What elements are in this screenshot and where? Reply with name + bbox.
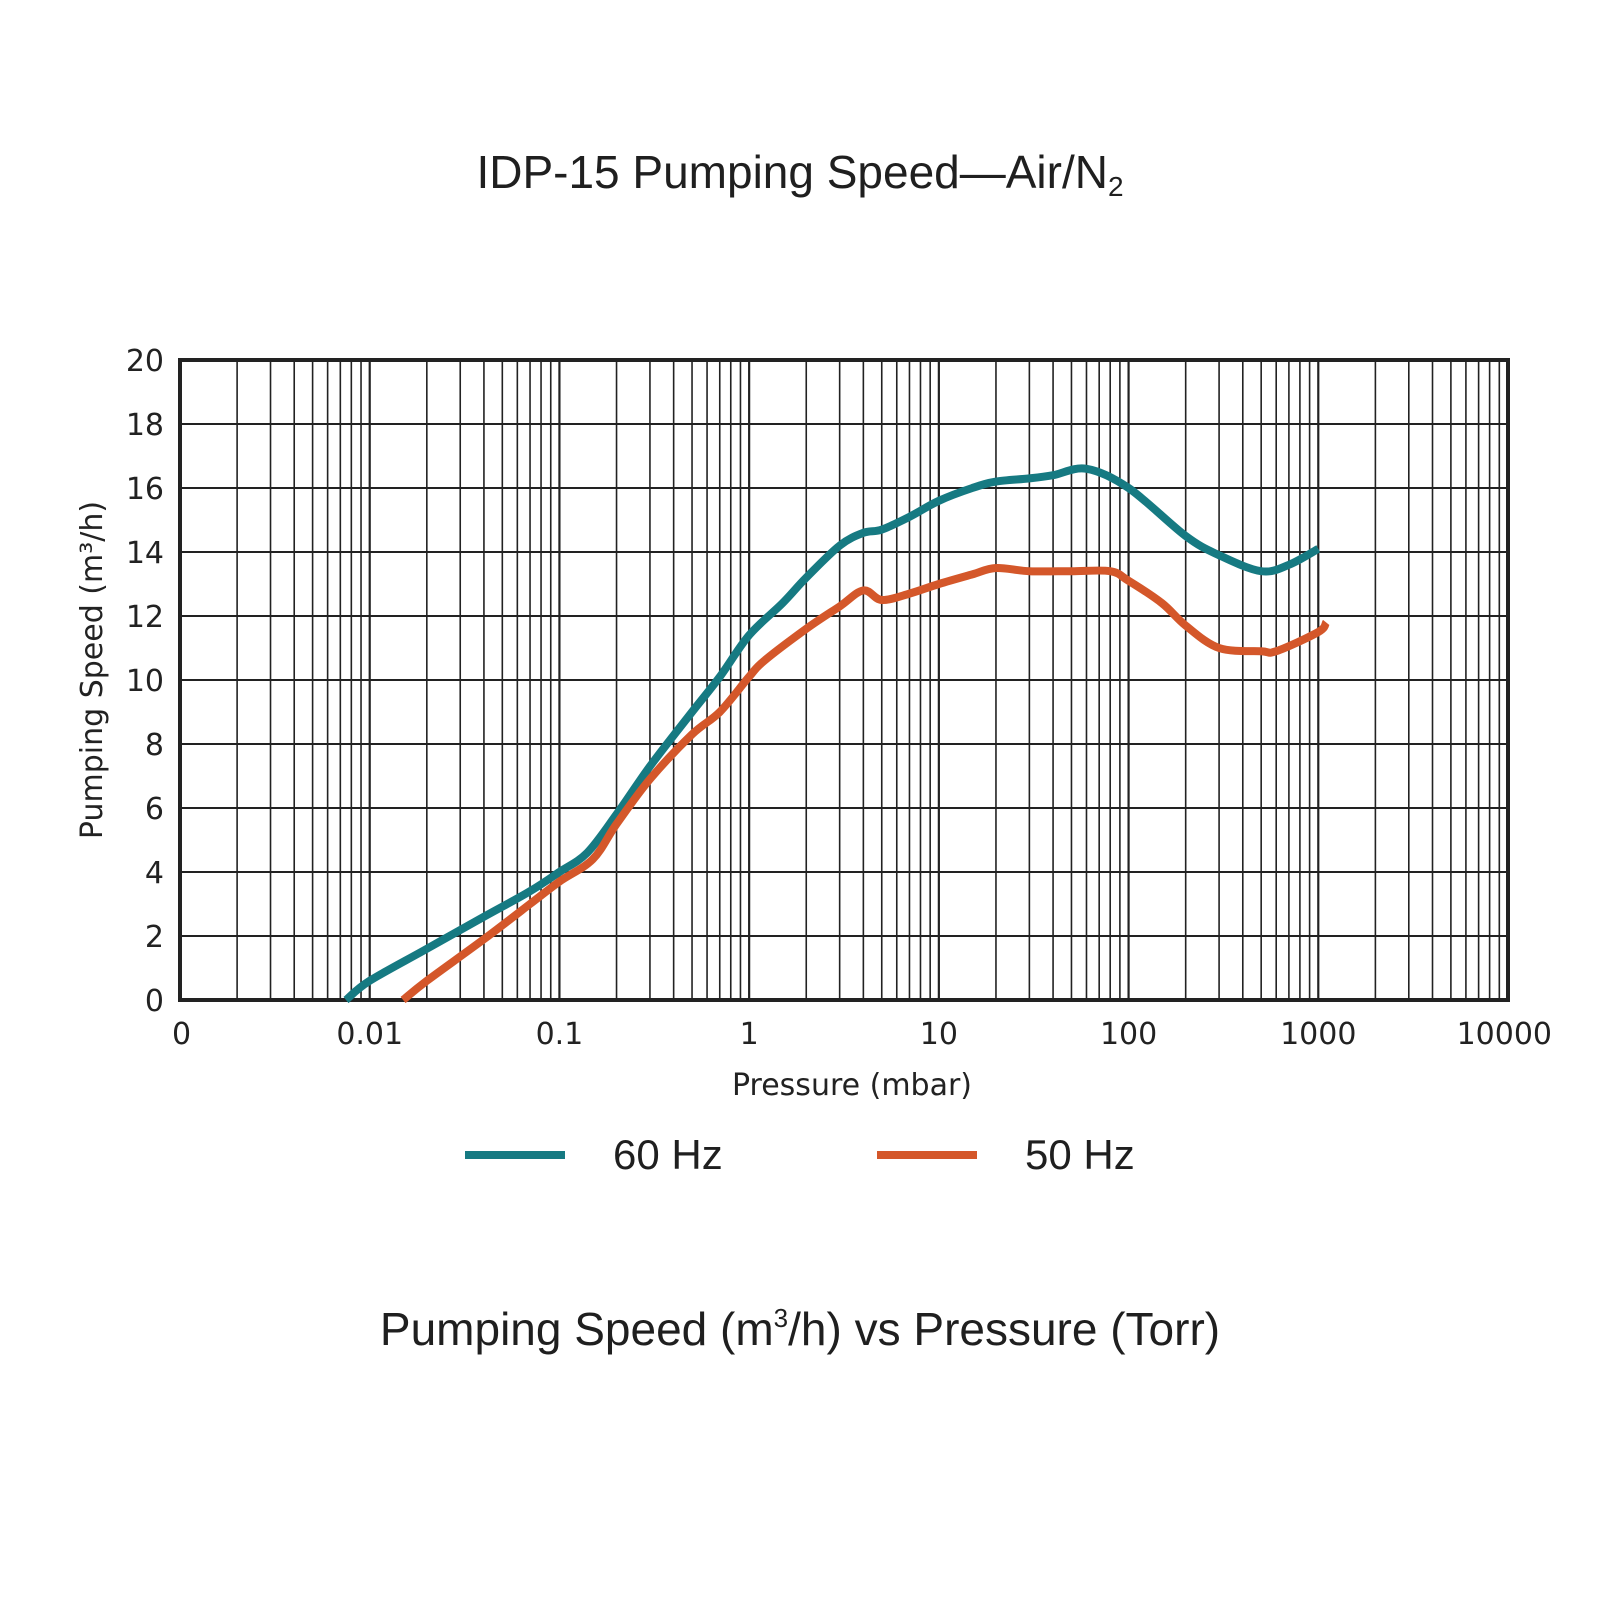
y-tick-label: 2 xyxy=(145,920,164,955)
legend-label-50hz: 50 Hz xyxy=(1025,1131,1135,1178)
y-tick-label: 16 xyxy=(126,472,164,507)
x-tick-label: 100 xyxy=(1100,1017,1157,1052)
x-tick-label: 10 xyxy=(920,1017,958,1052)
x-tick-label: 1000 xyxy=(1280,1017,1356,1052)
y-tick-label: 10 xyxy=(126,664,164,699)
x-tick-labels: 0 0.01 0.1 1 10 100 1000 10000 xyxy=(172,1017,1552,1052)
y-tick-labels: 0 2 4 6 8 10 12 14 16 18 20 xyxy=(126,344,164,1019)
y-tick-label: 8 xyxy=(145,728,164,763)
plot-frame xyxy=(178,358,1510,1002)
legend-label-60hz: 60 Hz xyxy=(613,1131,723,1178)
series-line-50hz xyxy=(400,563,1330,1004)
chart-title-subscript: 2 xyxy=(1107,171,1124,202)
x-tick-label: 1 xyxy=(740,1017,759,1052)
x-tick-label: 10000 xyxy=(1457,1017,1552,1052)
chart-title: IDP-15 Pumping Speed—Air/N2 xyxy=(0,145,1600,203)
caption-text-end: /h) vs Pressure (Torr) xyxy=(788,1303,1221,1355)
legend-item-50hz: 50 Hz xyxy=(877,1130,1135,1180)
series-layer xyxy=(343,464,1330,1004)
x-tick-label: 0.1 xyxy=(536,1017,584,1052)
legend-swatch-50hz xyxy=(877,1151,977,1159)
y-axis-label: Pumping Speed (m³/h) xyxy=(75,501,110,839)
x-tick-label: 0 xyxy=(172,1017,191,1052)
y-tick-label: 0 xyxy=(145,984,164,1019)
legend-swatch-60hz xyxy=(465,1151,565,1159)
caption-superscript: 3 xyxy=(773,1303,789,1333)
grid xyxy=(180,360,1508,1000)
x-axis-label: Pressure (mbar) xyxy=(732,1068,972,1103)
y-tick-label: 20 xyxy=(126,344,164,379)
chart-caption: Pumping Speed (m3/h) vs Pressure (Torr) xyxy=(0,1302,1600,1356)
legend-item-60hz: 60 Hz xyxy=(465,1130,723,1180)
y-tick-label: 18 xyxy=(126,408,164,443)
x-tick-label: 0.01 xyxy=(336,1017,403,1052)
series-line-60hz xyxy=(343,464,1321,1004)
chart-title-text: IDP-15 Pumping Speed—Air/N xyxy=(476,146,1108,198)
y-tick-label: 6 xyxy=(145,792,164,827)
y-tick-label: 4 xyxy=(145,856,164,891)
y-tick-label: 14 xyxy=(126,536,164,571)
caption-text-start: Pumping Speed (m xyxy=(379,1303,774,1355)
y-tick-label: 12 xyxy=(126,600,164,635)
